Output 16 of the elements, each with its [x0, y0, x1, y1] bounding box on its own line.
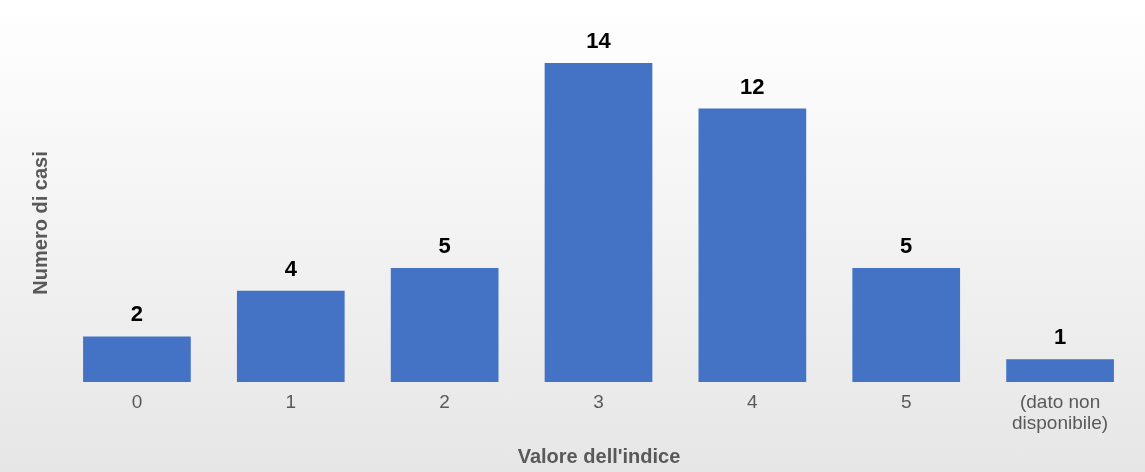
x-tick-label: 5: [900, 390, 912, 412]
data-label: 5: [438, 233, 451, 259]
data-label: 1: [1053, 324, 1067, 350]
data-label: 4: [284, 255, 298, 281]
data-label: 5: [900, 233, 913, 259]
x-tick-label: 0: [131, 390, 143, 412]
y-axis-title: Numero di casi: [28, 151, 51, 295]
data-label: 12: [740, 73, 765, 99]
x-tick-label: 1: [285, 390, 297, 412]
x-tick-label: 2: [439, 390, 450, 412]
x-axis-title: Valore dell'indice: [517, 444, 681, 467]
x-tick-label: 4: [747, 390, 759, 412]
x-tick-label: (dato non disponibile): [1012, 390, 1109, 433]
x-tick-label: 3: [593, 390, 604, 412]
data-label: 2: [130, 301, 144, 327]
data-label: 14: [586, 28, 612, 53]
